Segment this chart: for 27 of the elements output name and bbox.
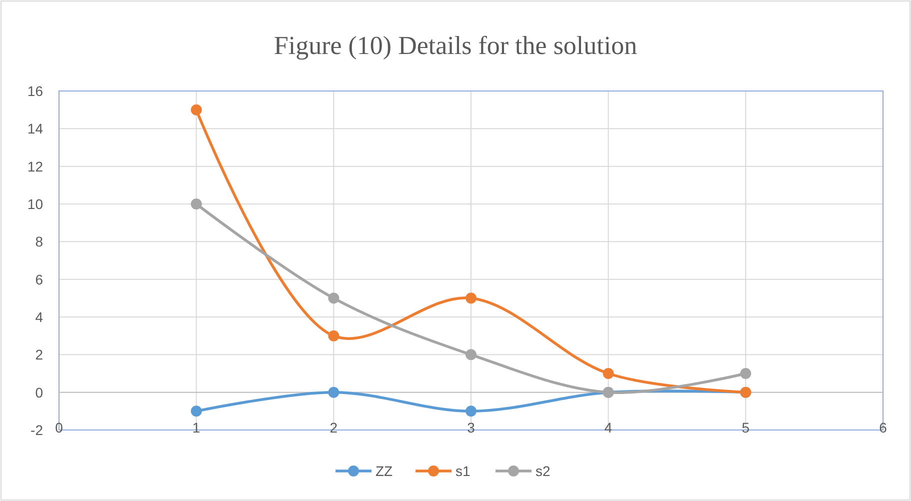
legend-label: s1 [456,463,470,479]
point [190,198,202,210]
y-tick-label: 2 [35,346,44,363]
point [602,368,614,379]
y-tick-label: 8 [35,234,44,250]
y-tick-label: 12 [27,158,44,174]
point [466,292,476,304]
point [328,292,340,304]
y-tick-label: -2 [30,422,44,438]
point [466,349,476,360]
y-tick-label: 6 [35,271,44,288]
y-tick-label: 16 [27,83,44,99]
y-tick-label: 14 [27,120,44,137]
y-tick-label: 4 [35,309,44,325]
x-tick-label: 6 [879,419,888,436]
point [740,368,752,379]
y-tick-label: 10 [27,196,44,212]
point [190,406,202,417]
chart-title: Figure (10) Details for the solution [274,31,638,60]
legend-label: ZZ [376,463,394,479]
point [190,104,202,116]
legend-label: s2 [536,463,550,479]
point [328,386,340,398]
point [328,330,340,342]
y-tick-label: 0 [35,384,44,400]
x-tick-label: 0 [55,419,64,436]
point [466,406,476,417]
